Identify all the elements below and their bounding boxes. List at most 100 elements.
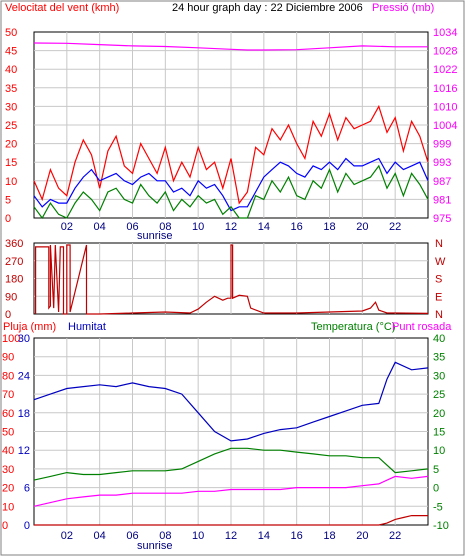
y-right-tick-label: 35 — [433, 352, 445, 364]
y-right-tick-label: 30 — [433, 370, 445, 382]
y-right-tick-label: 5 — [433, 464, 439, 476]
y-right-tick-label: 25 — [433, 389, 445, 401]
x-tick-label: 02 — [61, 530, 73, 542]
y-left-tick-label: 100 — [2, 333, 20, 345]
temperature-right-ticks: -10 -5 0 5 10 15 20 25 30 35 40 — [433, 333, 449, 532]
y-right-tick-label: -10 — [433, 520, 449, 532]
series-line-0 — [33, 42, 428, 51]
y-left-tick-label: 80 — [2, 370, 14, 382]
y-left2-tick-label: 18 — [18, 408, 30, 420]
y-left-tick-label: 45 — [5, 46, 17, 58]
y-left2-tick-label: 12 — [18, 445, 30, 457]
y-left-tick-label: 20 — [2, 483, 14, 495]
wind-x-ticks: 02 04 06 08 10 12 14 16 18 20 22 — [61, 221, 402, 233]
y-right-tick-label: W — [435, 256, 446, 268]
rain-axis-title: Pluja (mm) — [3, 321, 56, 333]
y-left2-tick-label: 24 — [18, 370, 30, 382]
humidity-x-ticks: 02 04 06 08 10 12 14 16 18 20 22 — [61, 530, 402, 542]
y-left-tick-label: 10 — [2, 501, 14, 513]
y-right-tick-label: 999 — [433, 139, 451, 151]
y-right-tick-label: E — [435, 291, 442, 303]
y-left-tick-label: 70 — [2, 389, 14, 401]
x-tick-label: 18 — [323, 221, 335, 233]
y-left-tick-label: 90 — [5, 291, 17, 303]
x-tick-label: 12 — [225, 530, 237, 542]
humidity-axis-title: Humitat — [68, 321, 106, 333]
wind-left-ticks: 0 5 10 15 20 25 30 35 40 45 50 — [5, 27, 17, 225]
wind-sunrise-label: sunrise — [137, 230, 172, 242]
direction-series — [34, 244, 429, 315]
x-tick-label: 08 — [159, 530, 171, 542]
y-right-tick-label: 975 — [433, 213, 451, 225]
pressure-right-ticks: 975 981 987 993 999 1004 1010 1016 1022 1028 1034 — [433, 27, 457, 225]
wind-axis-title: Velocitat del vent (kmh) — [5, 2, 119, 14]
dewpoint-axis-title: Punt rosada — [392, 321, 452, 333]
x-tick-label: 20 — [356, 221, 368, 233]
x-tick-label: 22 — [389, 221, 401, 233]
y-left-tick-label: 50 — [5, 27, 17, 39]
y-left-tick-label: 0 — [2, 520, 8, 532]
series-line-1 — [33, 447, 429, 481]
y-left-tick-label: 40 — [5, 64, 17, 76]
y-right-tick-label: 1010 — [433, 101, 457, 113]
y-left-tick-label: 30 — [2, 464, 14, 476]
y-left-tick-label: 35 — [5, 83, 17, 95]
y-left-tick-label: 270 — [5, 256, 23, 268]
humidity-sunrise-label: sunrise — [137, 540, 172, 552]
y-right-tick-label: N — [435, 238, 443, 250]
series-line-0 — [34, 244, 429, 315]
x-tick-label: 08 — [159, 221, 171, 233]
y-right-tick-label: 15 — [433, 427, 445, 439]
x-tick-label: 22 — [389, 530, 401, 542]
x-tick-label: 20 — [356, 530, 368, 542]
y-right-tick-label: 10 — [433, 445, 445, 457]
chart-title: 24 hour graph day : 22 Diciembre 2006 — [172, 2, 363, 14]
y-left-tick-label: 20 — [5, 139, 17, 151]
direction-left-ticks: 0 90 180 270 360 — [5, 238, 23, 321]
pressure-axis-title: Pressió (mb) — [372, 2, 434, 14]
series-line-2 — [33, 475, 429, 507]
y-right-tick-label: 1034 — [433, 27, 457, 39]
x-tick-label: 04 — [94, 221, 106, 233]
humidity-series — [33, 361, 429, 526]
x-tick-label: 14 — [258, 221, 270, 233]
y-right-tick-label: -5 — [433, 501, 443, 513]
y-left2-tick-label: 0 — [24, 520, 30, 532]
series-line-2 — [33, 157, 429, 212]
x-tick-label: 12 — [225, 221, 237, 233]
y-right-tick-label: N — [435, 309, 443, 321]
x-tick-label: 16 — [291, 530, 303, 542]
y-left-tick-label: 10 — [5, 176, 17, 188]
x-tick-label: 18 — [323, 530, 335, 542]
x-tick-label: 14 — [258, 530, 270, 542]
y-right-tick-label: 1004 — [433, 120, 457, 132]
x-tick-label: 06 — [126, 221, 138, 233]
y-right-tick-label: 20 — [433, 408, 445, 420]
humidity-grid — [34, 338, 428, 525]
x-tick-label: 04 — [94, 530, 106, 542]
y-right-tick-label: 1028 — [433, 46, 457, 58]
series-line-0 — [33, 361, 429, 442]
series-line-3 — [33, 164, 429, 220]
y-left-tick-label: 0 — [5, 213, 11, 225]
y-right-tick-label: 40 — [433, 333, 445, 345]
rain-left-ticks: 0 10 20 30 40 50 60 70 80 90 100 — [2, 333, 20, 532]
y-left2-tick-label: 6 — [24, 483, 30, 495]
y-left-tick-label: 0 — [5, 309, 11, 321]
y-left-tick-label: 50 — [2, 427, 14, 439]
series-line-1 — [33, 104, 429, 205]
temperature-axis-title: Temperatura (°C) — [311, 321, 395, 333]
y-right-tick-label: 1022 — [433, 64, 457, 76]
y-left-tick-label: 360 — [5, 238, 23, 250]
x-tick-label: 10 — [192, 530, 204, 542]
humidity-left-ticks: 0 6 12 18 24 30 — [18, 333, 30, 532]
x-tick-label: 02 — [61, 221, 73, 233]
y-left-tick-label: 60 — [2, 408, 14, 420]
y-left-tick-label: 25 — [5, 120, 17, 132]
x-tick-label: 06 — [126, 530, 138, 542]
y-left-tick-label: 15 — [5, 157, 17, 169]
